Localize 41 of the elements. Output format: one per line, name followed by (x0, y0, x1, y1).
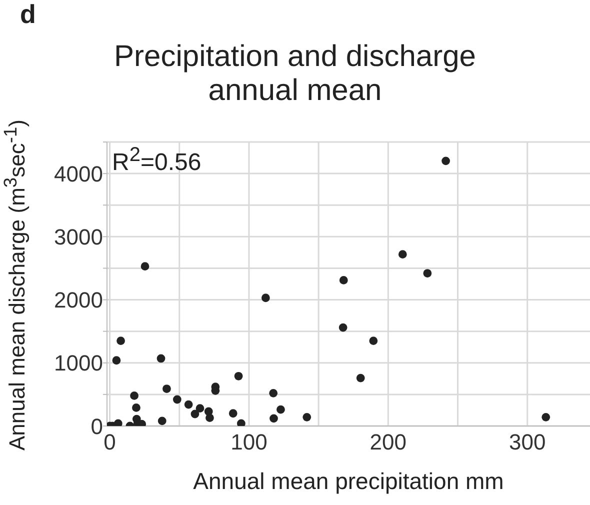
point (116, 336, 125, 345)
point (130, 392, 138, 400)
point (156, 354, 166, 363)
point (338, 323, 348, 332)
point (369, 336, 378, 345)
point (140, 262, 150, 271)
point (132, 404, 140, 412)
y-tick-label: 0 (90, 414, 103, 439)
point (234, 372, 243, 380)
annotation: R$^{2}$=0.56 (112, 144, 202, 177)
point (158, 416, 166, 426)
point (270, 414, 278, 423)
x-tick-label: 300 (509, 430, 546, 455)
y-tick-label: 2000 (54, 288, 103, 313)
point (442, 156, 450, 166)
point (206, 414, 214, 422)
chart-title: Precipitation and discharge annual mean (113, 40, 477, 108)
point (398, 250, 407, 259)
point (269, 388, 278, 398)
point (276, 405, 285, 414)
point (184, 400, 193, 409)
point (302, 412, 312, 422)
point (261, 294, 270, 302)
x-axis-title: Annual mean precipitation mm (192, 468, 505, 495)
x-tick-label: 200 (370, 430, 407, 455)
text: d (20, 0, 36, 29)
point (236, 419, 246, 426)
point (228, 409, 238, 418)
point (542, 412, 550, 422)
point (423, 269, 432, 278)
x-tick-label: 100 (230, 430, 268, 455)
point (172, 395, 182, 404)
point (162, 384, 171, 393)
y-tick-label: 4000 (54, 161, 103, 186)
point (112, 356, 121, 365)
point (190, 410, 200, 418)
y-tick-label: 1000 (54, 350, 103, 376)
y-tick-label: 3000 (54, 224, 103, 250)
point (339, 276, 348, 284)
point (356, 374, 365, 382)
point (196, 404, 204, 413)
